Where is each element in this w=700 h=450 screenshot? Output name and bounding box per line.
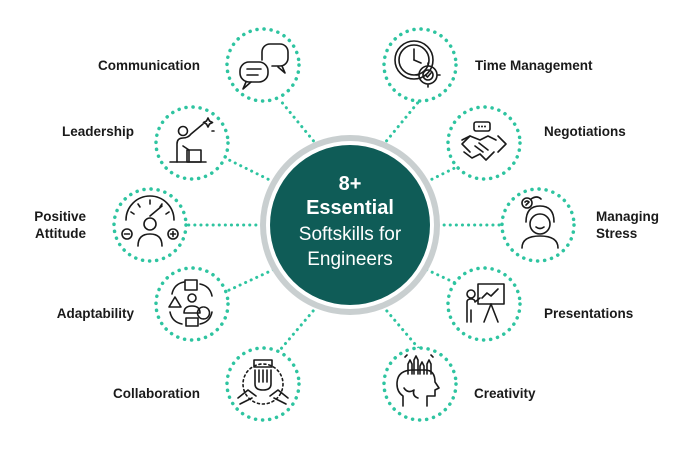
clock-gear-icon xyxy=(394,40,441,88)
skill-ring xyxy=(382,346,458,422)
skill-label-managing-stress-1: Managing xyxy=(596,209,659,224)
skill-ring xyxy=(112,187,188,263)
center-disc xyxy=(270,145,430,305)
skill-label-positive-attitude-1: Positive xyxy=(34,209,86,224)
team-hands-icon xyxy=(237,359,289,405)
skill-ring xyxy=(500,187,576,263)
skill-label-negotiations: Negotiations xyxy=(544,124,626,139)
skill-label-time-management: Time Management xyxy=(475,58,593,73)
skill-positive-attitude: Positive Attitude xyxy=(34,187,188,263)
skill-presentations: Presentations xyxy=(446,266,633,342)
skill-ring xyxy=(154,105,230,181)
skill-label-presentations: Presentations xyxy=(544,306,633,321)
skill-adaptability: Adaptability xyxy=(57,266,230,342)
shapes-cycle-icon xyxy=(168,279,213,327)
handshake-icon xyxy=(461,121,507,161)
skill-label-collaboration: Collaboration xyxy=(113,386,200,401)
stressed-person-icon xyxy=(521,196,559,249)
skill-time-management: Time Management xyxy=(382,27,593,103)
skill-ring xyxy=(225,27,301,103)
center-line-3: Softskills for xyxy=(299,224,402,245)
gauge-person-icon xyxy=(121,195,179,247)
skill-collaboration: Collaboration xyxy=(113,346,301,422)
skill-label-positive-attitude-2: Attitude xyxy=(35,226,86,241)
skill-ring xyxy=(225,346,301,422)
chat-bubbles-icon xyxy=(239,43,289,90)
leader-podium-icon xyxy=(169,117,215,163)
skill-label-communication: Communication xyxy=(98,58,200,73)
skill-managing-stress: Managing Stress xyxy=(500,187,659,263)
center-line-1: 8+ xyxy=(339,173,362,195)
center-line-2: Essential xyxy=(306,197,394,219)
skill-ring xyxy=(446,105,522,181)
skill-label-adaptability: Adaptability xyxy=(57,306,135,321)
skill-ring xyxy=(154,266,230,342)
head-pencils-icon xyxy=(396,354,440,407)
skill-leadership: Leadership xyxy=(62,105,230,181)
skill-label-creativity: Creativity xyxy=(474,386,536,401)
center-hub: 8+ Essential Softskills for Engineers xyxy=(260,135,440,315)
skill-negotiations: Negotiations xyxy=(446,105,626,181)
skill-communication: Communication xyxy=(98,27,301,103)
skill-label-managing-stress-2: Stress xyxy=(596,226,637,241)
skill-ring xyxy=(382,27,458,103)
presenter-board-icon xyxy=(466,283,505,323)
center-line-4: Engineers xyxy=(307,249,393,270)
skill-label-leadership: Leadership xyxy=(62,124,134,139)
skill-creativity: Creativity xyxy=(382,346,536,422)
